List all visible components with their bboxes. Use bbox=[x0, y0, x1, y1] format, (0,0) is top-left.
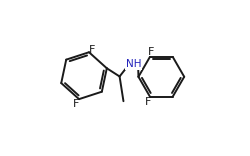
Text: F: F bbox=[148, 46, 155, 56]
Text: F: F bbox=[89, 45, 96, 55]
Text: NH: NH bbox=[126, 59, 141, 69]
Text: F: F bbox=[145, 97, 152, 107]
Text: F: F bbox=[73, 99, 79, 109]
